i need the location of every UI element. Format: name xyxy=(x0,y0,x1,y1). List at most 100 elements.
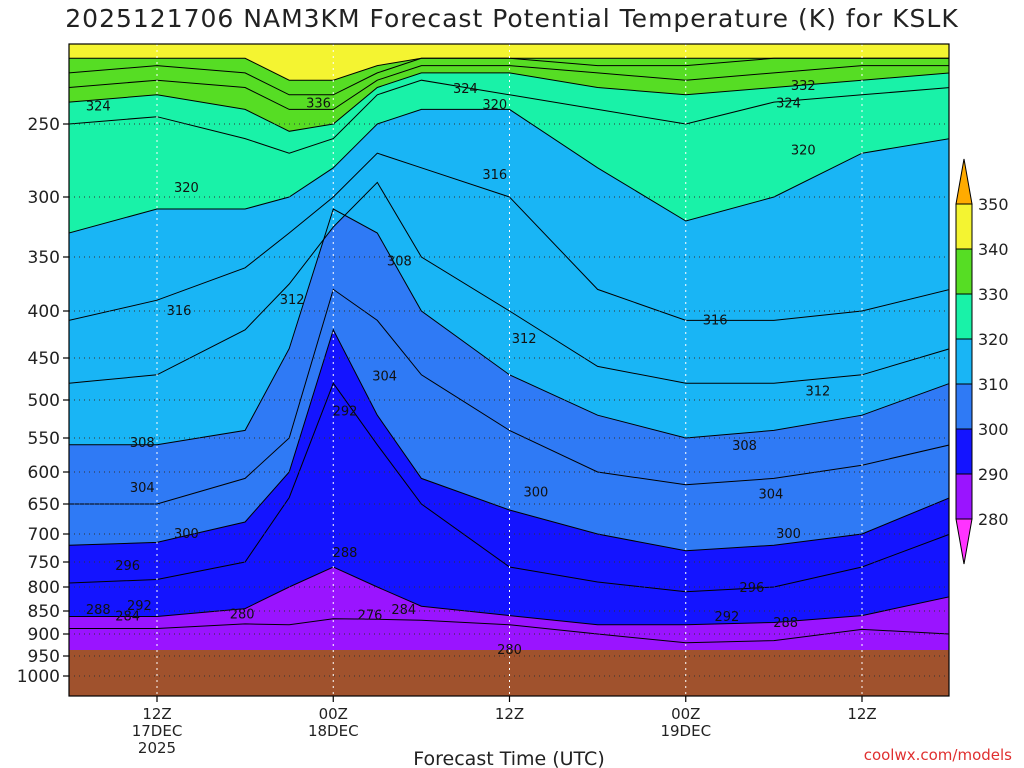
colorbar-tick-label: 300 xyxy=(978,420,1009,439)
isentrope-284 xyxy=(69,618,949,644)
colorbar-tick-label: 330 xyxy=(978,285,1009,304)
contour-label: 300 xyxy=(174,527,199,542)
contour-label: 320 xyxy=(174,181,199,196)
contour-label: 304 xyxy=(372,369,397,384)
contour-label: 300 xyxy=(524,485,549,500)
contour-label: 304 xyxy=(130,481,155,496)
contour-label: 312 xyxy=(512,332,537,347)
colorbar: 280 290 300 310 320 330 340 350 xyxy=(955,158,1009,565)
contour-label: 304 xyxy=(759,487,784,502)
colorbar-under xyxy=(955,518,973,565)
x-tick-label: 17DEC xyxy=(132,722,183,740)
x-axis-title: Forecast Time (UTC) xyxy=(413,748,604,768)
contour-label: 288 xyxy=(86,603,111,618)
contour-label: 316 xyxy=(167,304,192,319)
isentrope-332 xyxy=(69,65,949,110)
isentrope-contours xyxy=(69,57,949,644)
contour-label: 308 xyxy=(732,439,757,454)
isentrope-324 xyxy=(69,79,949,154)
x-tick-label: 19DEC xyxy=(660,722,711,740)
colorbar-bin xyxy=(955,203,973,250)
y-tick-label: 800 xyxy=(28,578,60,598)
contour-label: 280 xyxy=(230,608,255,623)
y-tick-label: 550 xyxy=(28,429,60,449)
colorbar-bin xyxy=(955,473,973,520)
contour-label: 276 xyxy=(358,609,383,624)
isentrope-340 xyxy=(69,57,949,81)
band-above-340 xyxy=(69,44,949,81)
contour-label: 316 xyxy=(482,168,507,183)
contour-label: 296 xyxy=(115,559,140,574)
colorbar-tick-label: 340 xyxy=(978,240,1009,259)
x-tick-label: 00Z xyxy=(319,705,348,723)
contour-label: 308 xyxy=(130,436,155,451)
y-tick-label: 850 xyxy=(28,602,60,622)
colorbar-over xyxy=(955,158,973,205)
y-tick-label: 500 xyxy=(28,391,60,411)
contour-label: 320 xyxy=(791,143,816,158)
contour-label: 284 xyxy=(391,603,416,618)
isentrope-304 xyxy=(69,288,949,505)
isentrope-320 xyxy=(69,108,949,234)
contour-label: 324 xyxy=(86,99,111,114)
y-tick-label: 350 xyxy=(28,248,60,268)
contour-label: 332 xyxy=(791,79,816,94)
y-axis: 250 300 350 400 450 500 550 600 650 700 750 800 850 9… xyxy=(17,115,69,687)
isentrope-312 xyxy=(69,181,949,384)
contour-label: 288 xyxy=(773,616,798,631)
contour-label: 324 xyxy=(776,97,801,112)
isentrope-308 xyxy=(69,208,949,446)
y-tick-label: 600 xyxy=(28,463,60,483)
isentrope-316 xyxy=(69,152,949,321)
colorbar-tick-label: 290 xyxy=(978,465,1009,484)
colorbar-bin xyxy=(955,293,973,340)
contour-labels: 324 336 324 320 332 324 320 316 320 308 312 316 316 3… xyxy=(86,79,831,658)
x-tick-label: 12Z xyxy=(847,705,876,723)
colorbar-bin xyxy=(955,383,973,430)
credit-link[interactable]: coolwx.com/models xyxy=(863,746,1012,764)
y-tick-label: 300 xyxy=(28,188,60,208)
grid-lines xyxy=(69,44,949,696)
contour-label: 308 xyxy=(387,254,412,269)
isentrope-296 xyxy=(69,382,949,593)
colorbar-tick-label: 280 xyxy=(978,510,1009,529)
contour-label: 312 xyxy=(806,385,831,400)
colorbar-tick-label: 350 xyxy=(978,195,1009,214)
isentrope-328 xyxy=(69,72,949,132)
isentrope-290 xyxy=(69,566,949,626)
y-tick-label: 700 xyxy=(28,525,60,545)
colorbar-bin xyxy=(955,428,973,475)
x-tick-label: 18DEC xyxy=(308,722,359,740)
y-tick-label: 650 xyxy=(28,495,60,515)
contour-label: 296 xyxy=(739,581,764,596)
y-tick-label: 450 xyxy=(28,349,60,369)
colorbar-tick-label: 320 xyxy=(978,330,1009,349)
contour-label: 336 xyxy=(306,97,331,112)
contour-label: 324 xyxy=(453,82,478,97)
x-tick-label: 12Z xyxy=(495,705,524,723)
y-tick-label: 400 xyxy=(28,302,60,322)
contour-label: 284 xyxy=(115,610,140,625)
contour-label: 280 xyxy=(497,643,522,658)
colorbar-bin xyxy=(955,248,973,295)
isentrope-300 xyxy=(69,328,949,552)
y-tick-label: 250 xyxy=(28,115,60,135)
x-tick-label: 00Z xyxy=(671,705,700,723)
contour-label: 316 xyxy=(703,313,728,328)
x-tick-label: 12Z xyxy=(142,705,171,723)
contour-label: 288 xyxy=(333,546,358,561)
contour-label: 312 xyxy=(280,293,305,308)
contour-label: 292 xyxy=(714,610,739,625)
y-tick-label: 900 xyxy=(28,625,60,645)
x-tick-label: 2025 xyxy=(138,739,176,757)
colorbar-bin xyxy=(955,338,973,385)
y-tick-label: 750 xyxy=(28,553,60,573)
y-tick-label: 950 xyxy=(28,647,60,667)
contour-label: 292 xyxy=(127,599,152,614)
y-tick-label: 1000 xyxy=(17,667,60,687)
contour-label: 320 xyxy=(482,98,507,113)
contour-label: 300 xyxy=(776,527,801,542)
contour-label: 292 xyxy=(333,404,358,419)
